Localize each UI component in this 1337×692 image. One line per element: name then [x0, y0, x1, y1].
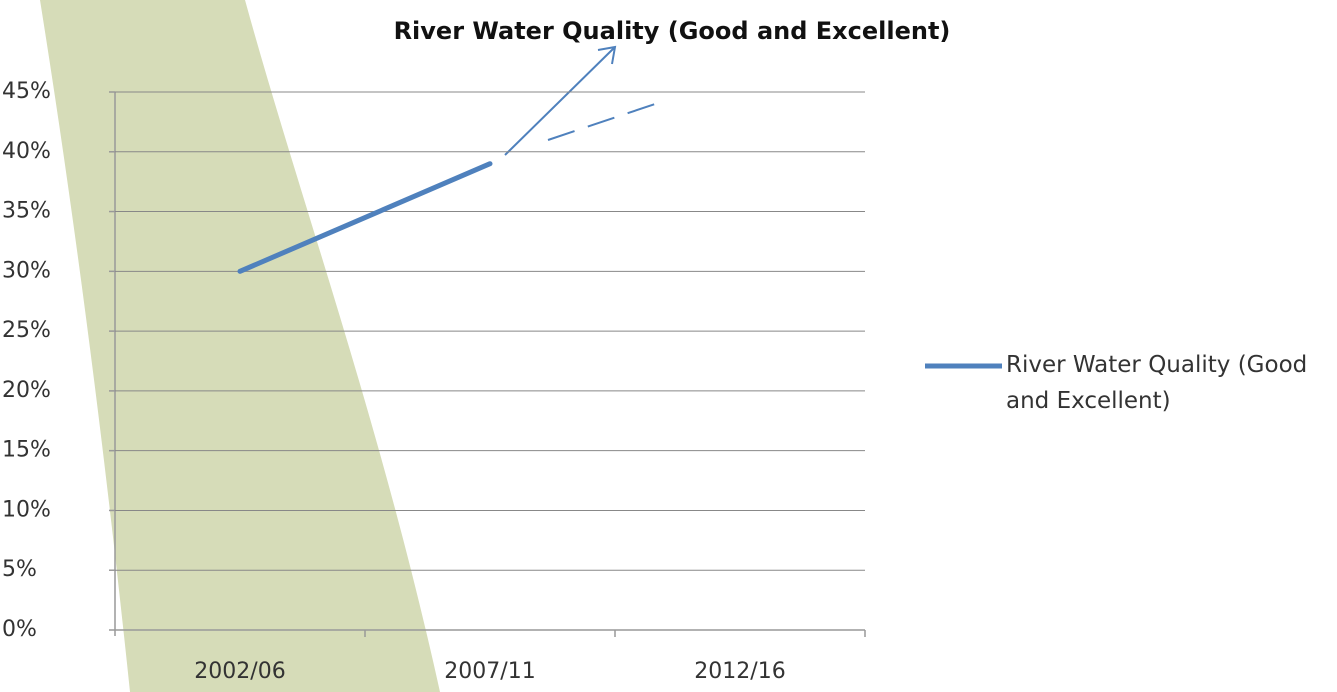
chart-title: River Water Quality (Good and Excellent) [394, 17, 951, 45]
x-tick-label: 2007/11 [444, 659, 535, 684]
y-tick-label: 40% [2, 139, 51, 164]
y-tick-label: 25% [2, 318, 51, 343]
series-line [237, 161, 493, 274]
y-tick-label: 10% [2, 497, 51, 522]
x-tick-label: 2012/16 [694, 659, 785, 684]
y-tick-label: 0% [2, 617, 37, 642]
y-tick-label: 20% [2, 378, 51, 403]
y-tick-label: 30% [2, 258, 51, 283]
legend-label: River Water Quality (Good and Excellent) [1006, 352, 1308, 414]
decorative-band [40, 0, 440, 692]
y-tick-label: 5% [2, 557, 37, 582]
x-tick-label: 2002/06 [194, 659, 285, 684]
y-tick-label: 45% [2, 79, 51, 104]
projection-dashed [547, 103, 656, 141]
y-tick-label: 35% [2, 199, 51, 224]
y-tick-label: 15% [2, 438, 51, 463]
projection-arrow [504, 45, 617, 156]
